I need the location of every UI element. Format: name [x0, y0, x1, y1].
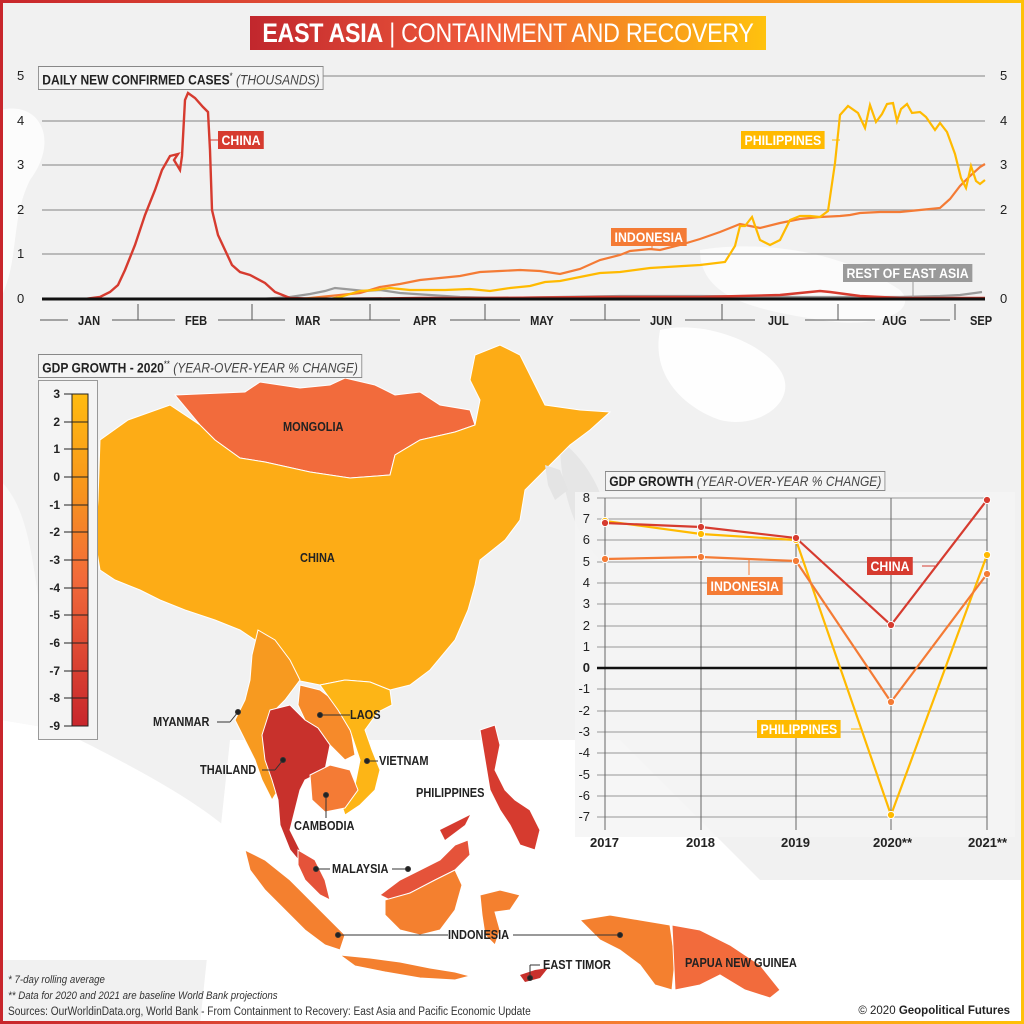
footnote-projections: ** Data for 2020 and 2021 are baseline W…	[8, 990, 278, 1002]
gdp-year-label: 2018	[686, 835, 715, 850]
gdp-map-title-italic: (YEAR-OVER-YEAR % CHANGE)	[173, 359, 358, 376]
philippines-series-label: PHILIPPINES	[741, 131, 825, 149]
gdp-y-tick: 3	[582, 596, 590, 611]
gdp-y-tick: -4	[578, 745, 590, 760]
y-tick-right: 0	[1000, 291, 1008, 306]
cases-title-sup: *	[229, 71, 233, 81]
gdp-year-label: 2019	[781, 835, 810, 850]
month-label: JUL	[767, 313, 789, 328]
gdp-y-tick: 8	[582, 490, 590, 505]
footnote-2-text: ** Data for 2020 and 2021 are baseline W…	[8, 990, 278, 1002]
y-tick-left: 5	[17, 68, 25, 83]
y-tick-right: 5	[1000, 68, 1008, 83]
gdp-indonesia-label: INDONESIA	[707, 577, 783, 595]
country-label-philippines: PHILIPPINES	[416, 786, 485, 800]
gdp-map-title: GDP GROWTH - 2020** (YEAR-OVER-YEAR % CH…	[38, 354, 363, 378]
gdp-y-tick: -1	[578, 681, 590, 696]
footnote-rolling-average: * 7-day rolling average	[8, 974, 105, 986]
gdp-y-tick: -5	[578, 767, 590, 782]
y-tick-left: 2	[17, 202, 25, 217]
month-label: JAN	[77, 313, 101, 328]
gdp-y-tick: -6	[578, 788, 590, 803]
legend-tick: 1	[53, 442, 60, 456]
cases-title-bold: DAILY NEW CONFIRMED CASES	[42, 71, 230, 88]
y-tick-right: 3	[1000, 157, 1008, 172]
indonesia-series-label: INDONESIA	[611, 228, 687, 246]
gdp-y-tick: 1	[582, 639, 590, 654]
gdp-y-tick: 6	[582, 532, 590, 547]
month-label: MAY	[530, 313, 554, 328]
gdp-y-tick: 2	[582, 618, 590, 633]
country-label-east-timor: EAST TIMOR	[543, 958, 611, 972]
legend-tick: -8	[49, 691, 60, 705]
gdp-china-label: CHINA	[867, 557, 914, 575]
month-label: AUG	[882, 313, 907, 328]
legend-tick: -4	[49, 581, 60, 595]
gdp-map-title-sup: **	[163, 359, 170, 369]
y-tick-right: 2	[1000, 202, 1008, 217]
legend-tick: -3	[49, 553, 60, 567]
country-label-cambodia: CAMBODIA	[294, 819, 355, 833]
gdp-chart-title-italic: (YEAR-OVER-YEAR % CHANGE)	[696, 473, 882, 489]
country-label-papua-new-guinea: PAPUA NEW GUINEA	[685, 956, 797, 970]
legend-tick: -2	[49, 525, 60, 539]
gdp-y-tick: -7	[578, 809, 590, 824]
country-label-vietnam: VIETNAM	[379, 754, 429, 768]
legend-tick: -6	[49, 636, 60, 650]
y-tick-right: 4	[1000, 113, 1008, 128]
legend-tick: -9	[49, 719, 60, 733]
gdp-chart-title: GDP GROWTH (YEAR-OVER-YEAR % CHANGE)	[605, 471, 886, 491]
month-label: FEB	[184, 313, 208, 328]
copyright-year: © 2020	[858, 1005, 896, 1017]
gdp-year-label: 2020**	[873, 835, 913, 850]
gdp-year-label: 2017	[590, 835, 619, 850]
sources-text: Sources: OurWorldinData.org, World Bank …	[8, 1006, 531, 1018]
month-label: JUN	[649, 313, 673, 328]
country-label-myanmar: MYANMAR	[153, 715, 210, 729]
footnote-1-text: * 7-day rolling average	[8, 974, 105, 986]
legend-tick: 2	[53, 415, 60, 429]
month-label: MAR	[295, 313, 321, 328]
country-label-mongolia: MONGOLIA	[283, 420, 344, 434]
legend-tick: -5	[49, 608, 60, 622]
copyright-brand: Geopolitical Futures	[898, 1005, 1010, 1017]
legend-tick: -7	[49, 664, 60, 678]
gdp-y-tick: 4	[582, 575, 590, 590]
gdp-philippines-label: PHILIPPINES	[757, 720, 841, 738]
gdp-y-tick: -3	[578, 724, 590, 739]
country-label-malaysia: MALAYSIA	[332, 862, 389, 876]
title-separator: |	[383, 18, 402, 48]
gdp-y-tick: 7	[582, 511, 590, 526]
country-label-indonesia: INDONESIA	[448, 928, 510, 942]
y-tick-left: 4	[17, 113, 25, 128]
cases-title-italic: (THOUSANDS)	[235, 71, 320, 88]
gdp-y-tick: 5	[582, 554, 590, 569]
gdp-year-label: 2021**	[968, 835, 1008, 850]
y-tick-left: 3	[17, 157, 25, 172]
country-label-thailand: THAILAND	[200, 763, 257, 777]
legend-tick: 3	[53, 387, 60, 401]
title-rest: CONTAINMENT AND RECOVERY	[401, 18, 754, 48]
gdp-map-title-bold: GDP GROWTH - 2020	[42, 359, 164, 376]
month-label: APR	[413, 313, 437, 328]
title-bold: EAST ASIA	[262, 18, 384, 48]
gdp-chart-title-bold: GDP GROWTH	[609, 473, 694, 489]
month-label: SEP	[969, 313, 993, 328]
country-label-china: CHINA	[300, 551, 335, 565]
china-series-label: CHINA	[218, 131, 265, 149]
page-title: EAST ASIA | CONTAINMENT AND RECOVERY	[250, 16, 766, 50]
gdp-y-tick: -2	[578, 703, 590, 718]
country-label-laos: LAOS	[350, 708, 381, 722]
copyright: © 2020 Geopolitical Futures	[858, 1005, 1010, 1017]
y-tick-left: 0	[17, 291, 25, 306]
gdp-y-tick: 0	[582, 660, 590, 675]
cases-chart-title: DAILY NEW CONFIRMED CASES* (THOUSANDS)	[38, 66, 324, 90]
legend-tick: 0	[53, 470, 60, 484]
legend-tick: -1	[49, 498, 60, 512]
y-tick-left: 1	[17, 246, 25, 261]
rest-of-east-asia-series-label: REST OF EAST ASIA	[843, 264, 973, 282]
